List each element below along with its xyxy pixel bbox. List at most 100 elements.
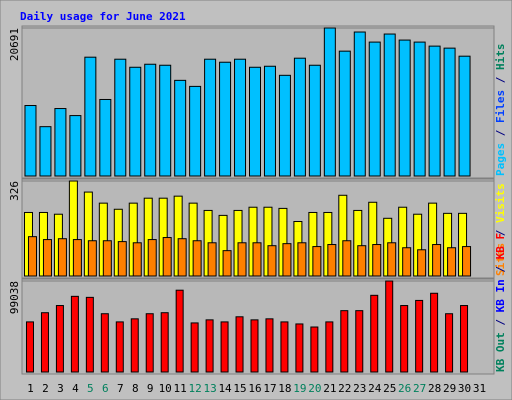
legend-separator: /	[494, 223, 507, 243]
bar	[144, 63, 157, 177]
legend-entry: Hits	[494, 44, 507, 71]
legend-entry: Files	[494, 90, 507, 123]
y-tick-label: 20691	[8, 28, 21, 61]
x-tick-label: 24	[368, 382, 382, 395]
x-tick-label: 2	[42, 382, 49, 395]
x-tick-label: 31	[473, 382, 486, 395]
bar	[234, 58, 247, 177]
chart-title: Daily usage for June 2021	[20, 10, 186, 23]
bar	[175, 289, 184, 373]
bar	[207, 242, 217, 277]
x-tick-label: 17	[263, 382, 276, 395]
x-tick-label: 21	[323, 382, 336, 395]
bar	[445, 313, 454, 373]
x-tick-label: 28	[428, 382, 441, 395]
legend-separator: /	[494, 70, 507, 90]
bar	[100, 313, 109, 373]
bar	[342, 240, 352, 277]
legend: Pages / Files / Hits	[494, 44, 507, 177]
bar	[237, 242, 247, 277]
x-tick-label: 3	[57, 382, 64, 395]
legend-separator: /	[494, 259, 507, 279]
bar	[99, 98, 112, 177]
bar	[177, 238, 187, 277]
x-tick-label: 26	[398, 382, 411, 395]
x-tick-label: 7	[117, 382, 124, 395]
bar	[25, 321, 34, 373]
bar	[84, 56, 97, 177]
bar	[312, 246, 322, 277]
bar	[447, 247, 457, 277]
legend-separator: /	[494, 123, 507, 143]
bar	[293, 57, 306, 177]
bar	[308, 64, 321, 177]
legend-separator: /	[494, 312, 507, 332]
legend: KB Out / KB In / KB F	[494, 233, 507, 372]
bar	[205, 319, 214, 373]
x-tick-label: 10	[159, 382, 172, 395]
x-tick-label: 1	[27, 382, 34, 395]
bar	[323, 27, 336, 177]
bar	[430, 292, 439, 373]
bar	[417, 249, 427, 277]
bar	[85, 296, 94, 373]
bar	[190, 322, 199, 373]
x-tick-label: 29	[443, 382, 456, 395]
legend-entry: KB In	[494, 279, 507, 312]
bar	[40, 312, 49, 373]
bar	[54, 108, 67, 177]
bar	[27, 236, 37, 277]
bar	[57, 238, 67, 277]
bar	[413, 41, 426, 177]
bar	[357, 245, 367, 277]
x-tick-label: 20	[308, 382, 321, 395]
bar	[252, 242, 262, 277]
x-tick-label: 5	[87, 382, 94, 395]
bar	[297, 242, 307, 277]
bar	[432, 244, 442, 277]
bar	[402, 247, 412, 277]
bar	[115, 321, 124, 373]
bar	[267, 245, 277, 277]
bar	[147, 239, 157, 277]
bar	[385, 280, 394, 373]
x-tick-label: 22	[338, 382, 351, 395]
bar	[387, 242, 397, 277]
bar	[114, 58, 127, 177]
x-tick-label: 27	[413, 382, 426, 395]
bar	[160, 312, 169, 373]
x-tick-label: 13	[203, 382, 216, 395]
bar	[39, 126, 52, 177]
bar	[192, 240, 202, 277]
bar	[462, 246, 472, 277]
legend: Sites / Visits	[494, 183, 507, 276]
x-tick-label: 30	[458, 382, 471, 395]
x-tick-label: 16	[248, 382, 261, 395]
bar	[70, 295, 79, 373]
bar	[443, 47, 456, 177]
x-tick-label: 19	[293, 382, 306, 395]
bar	[398, 39, 411, 177]
bar	[383, 33, 396, 177]
y-tick-label: 99038	[8, 281, 21, 314]
y-tick-label: 326	[8, 181, 21, 201]
bar	[189, 85, 202, 177]
bar	[220, 321, 229, 373]
bar	[42, 239, 52, 277]
bar	[204, 58, 217, 177]
legend-entry: KB F	[494, 233, 507, 260]
bar	[222, 250, 232, 277]
bar	[415, 299, 424, 373]
bar	[102, 240, 112, 277]
bar	[250, 319, 259, 373]
bar	[325, 321, 334, 373]
bar	[280, 321, 289, 373]
bar	[132, 242, 142, 277]
bar	[174, 79, 187, 177]
x-tick-label: 14	[218, 382, 232, 395]
bar	[263, 65, 276, 177]
bar	[338, 50, 351, 177]
bar	[458, 55, 471, 177]
